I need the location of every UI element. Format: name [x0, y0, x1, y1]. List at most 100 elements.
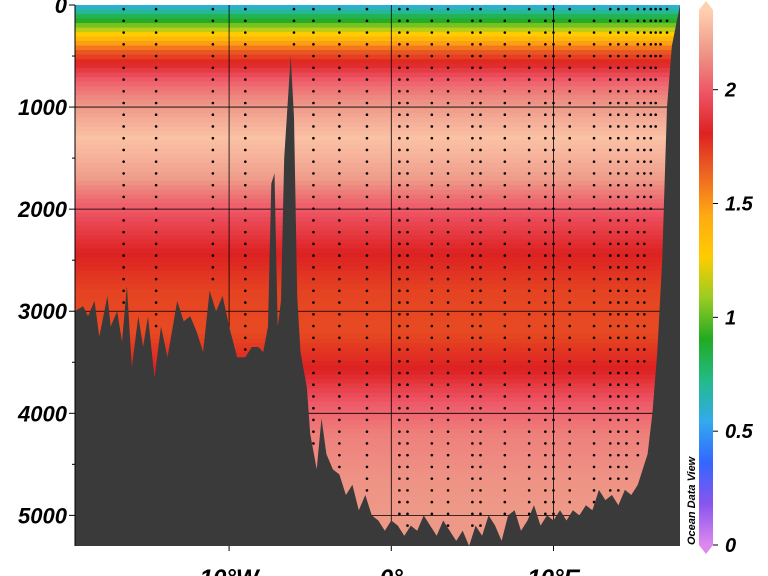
station-sample	[479, 31, 482, 34]
station-sample	[406, 430, 409, 433]
station-sample	[649, 160, 653, 163]
station-sample	[649, 19, 653, 23]
station-sample	[636, 301, 640, 304]
station-sample	[654, 101, 657, 105]
station-sample	[312, 54, 315, 58]
station-sample	[398, 19, 401, 23]
field-band	[75, 18, 680, 24]
station-sample	[406, 406, 409, 410]
field-band	[75, 397, 680, 403]
station-sample	[568, 7, 572, 11]
station-sample	[365, 183, 369, 187]
station-sample	[211, 42, 215, 46]
station-sample	[430, 42, 434, 46]
station-sample	[625, 242, 628, 246]
station-sample	[312, 336, 315, 340]
station-sample	[446, 500, 450, 504]
station-sample	[365, 336, 369, 340]
station-sample	[608, 160, 612, 163]
station-sample	[544, 371, 547, 375]
station-sample	[665, 19, 669, 23]
station-sample	[617, 183, 620, 187]
station-sample	[244, 219, 247, 222]
field-band	[75, 437, 680, 443]
station-sample	[398, 42, 401, 46]
station-sample	[625, 371, 628, 375]
station-sample	[527, 266, 531, 269]
station-sample	[244, 54, 247, 58]
station-sample	[446, 219, 450, 222]
station-sample	[211, 148, 215, 152]
station-sample	[312, 348, 315, 351]
station-sample	[398, 477, 401, 480]
station-sample	[568, 113, 572, 117]
station-sample	[398, 406, 401, 410]
station-sample	[398, 489, 401, 492]
station-sample	[398, 183, 401, 187]
station-sample	[625, 78, 628, 81]
station-sample	[338, 89, 341, 93]
station-sample	[338, 230, 341, 234]
station-sample	[122, 266, 125, 269]
station-sample	[608, 183, 612, 187]
field-band	[75, 225, 680, 232]
station-sample	[338, 54, 341, 58]
field-band	[75, 27, 680, 33]
station-sample	[608, 289, 612, 293]
station-sample	[122, 54, 125, 58]
field-band	[75, 419, 680, 425]
station-sample	[479, 301, 482, 304]
station-sample	[479, 207, 482, 210]
station-sample	[312, 31, 315, 34]
station-sample	[527, 31, 531, 34]
field-band	[75, 289, 680, 295]
station-sample	[398, 54, 401, 58]
field-band	[75, 487, 680, 493]
station-sample	[592, 136, 596, 140]
station-sample	[643, 89, 646, 93]
station-sample	[527, 219, 531, 222]
station-sample	[211, 172, 215, 175]
station-sample	[312, 371, 315, 375]
field-band	[75, 379, 680, 385]
station-sample	[479, 277, 482, 281]
station-sample	[406, 301, 409, 304]
station-sample	[406, 42, 409, 46]
field-band	[75, 406, 680, 412]
station-sample	[446, 42, 450, 46]
station-sample	[154, 207, 158, 210]
station-sample	[568, 430, 572, 433]
station-sample	[338, 430, 341, 433]
station-sample	[592, 160, 596, 163]
station-sample	[211, 113, 215, 117]
station-sample	[544, 230, 547, 234]
station-sample	[592, 101, 596, 105]
y-tick-label: 3000	[18, 299, 68, 324]
station-sample	[338, 289, 341, 293]
station-sample	[659, 42, 662, 46]
station-sample	[398, 512, 401, 516]
station-sample	[544, 324, 547, 328]
station-sample	[552, 383, 555, 387]
station-sample	[617, 406, 620, 410]
station-sample	[312, 359, 315, 363]
station-sample	[406, 477, 409, 480]
field-band	[75, 122, 680, 128]
station-sample	[446, 395, 450, 398]
station-sample	[503, 89, 507, 93]
station-sample	[479, 7, 482, 11]
station-sample	[398, 324, 401, 328]
station-sample	[365, 160, 369, 163]
station-sample	[211, 78, 215, 81]
station-sample	[527, 395, 531, 398]
station-sample	[568, 242, 572, 246]
station-sample	[625, 219, 628, 222]
station-sample	[544, 418, 547, 422]
station-sample	[643, 136, 646, 140]
station-sample	[643, 125, 646, 128]
station-sample	[568, 219, 572, 222]
station-sample	[552, 442, 555, 445]
station-sample	[406, 465, 409, 469]
station-sample	[527, 500, 531, 504]
station-sample	[122, 148, 125, 152]
